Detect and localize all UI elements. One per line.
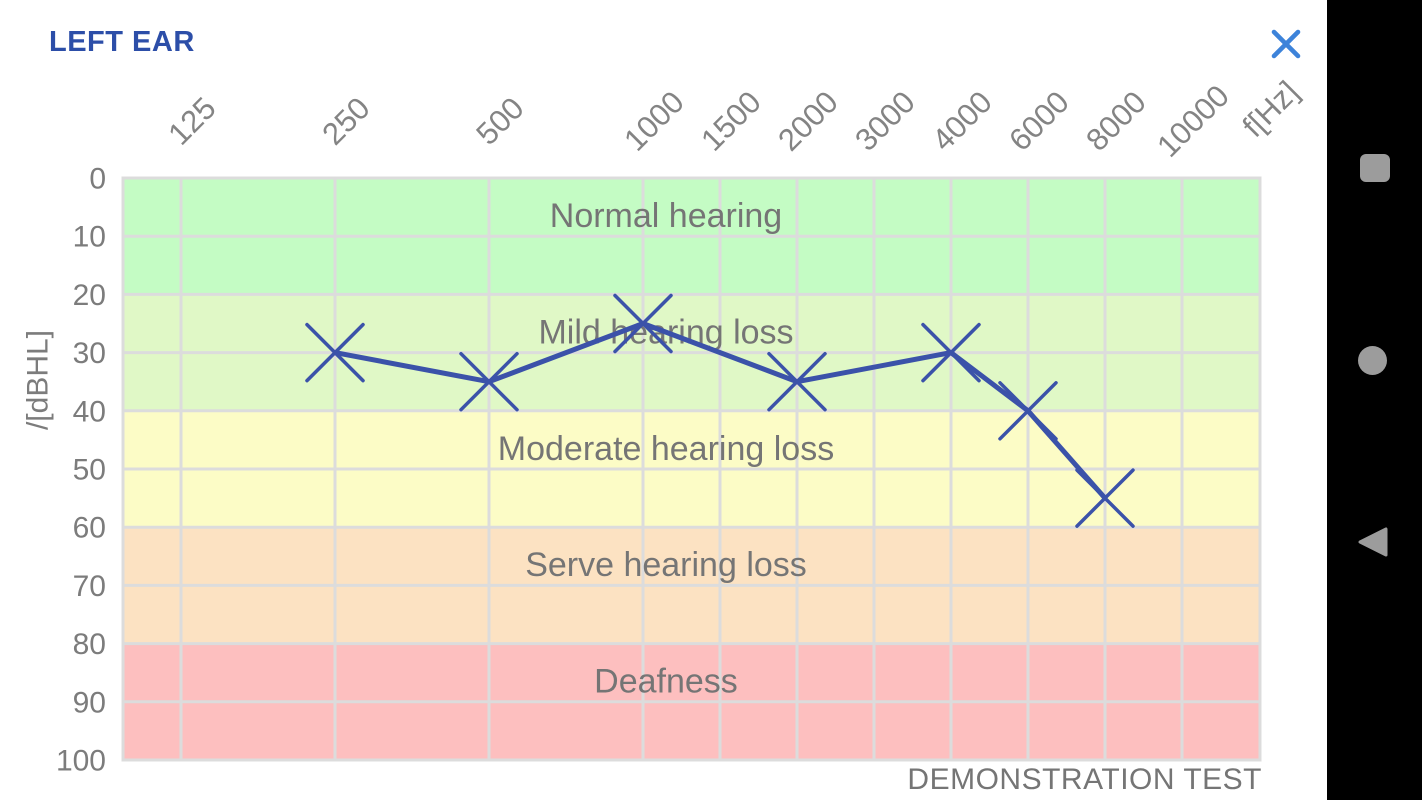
- y-tick-label: 70: [73, 570, 106, 603]
- data-point-x-marker: [613, 293, 673, 354]
- page-title: LEFT EAR: [49, 26, 195, 58]
- data-point-x-marker: [459, 351, 519, 412]
- data-point-x-marker: [998, 381, 1058, 441]
- band-label: Deafness: [594, 663, 738, 701]
- data-point-x-marker: [767, 351, 827, 412]
- data-point-x-marker: [921, 322, 981, 383]
- close-icon: [1271, 29, 1301, 59]
- demonstration-watermark: DEMONSTRATION TEST: [907, 763, 1262, 796]
- x-tick-label: 6000: [1002, 84, 1076, 158]
- y-axis-title: /[dBHL]: [22, 330, 55, 430]
- android-navbar: [1327, 0, 1422, 800]
- x-tick-label: 4000: [925, 84, 999, 158]
- band-label: Normal hearing: [550, 197, 782, 235]
- y-tick-label: 10: [73, 221, 106, 254]
- x-tick-label: 1000: [617, 84, 691, 158]
- y-tick-label: 50: [73, 454, 106, 487]
- y-tick-label: 100: [56, 745, 106, 778]
- x-tick-label: 250: [315, 90, 376, 151]
- x-tick-label: 3000: [848, 84, 922, 158]
- band-label: Moderate hearing loss: [498, 430, 834, 468]
- x-axis-title: f[Hz]: [1236, 74, 1306, 144]
- home-button[interactable]: [1358, 346, 1387, 375]
- plot-border: [121, 176, 1262, 762]
- data-point-x-marker: [1075, 468, 1135, 528]
- band-label: Serve hearing loss: [525, 546, 807, 584]
- recents-button[interactable]: [1360, 154, 1390, 182]
- back-button[interactable]: [1357, 527, 1388, 557]
- x-tick-label: 1500: [694, 84, 768, 158]
- y-tick-label: 0: [89, 163, 106, 196]
- x-tick-label: 8000: [1079, 84, 1153, 158]
- y-tick-label: 60: [73, 512, 106, 545]
- y-tick-label: 90: [73, 686, 106, 719]
- close-button[interactable]: [1263, 21, 1309, 67]
- y-tick-label: 20: [73, 279, 106, 312]
- x-tick-label: 500: [469, 90, 530, 151]
- y-tick-label: 30: [73, 337, 106, 370]
- x-tick-label: 2000: [771, 84, 845, 158]
- data-point-x-marker: [305, 322, 365, 383]
- x-tick-label: 125: [161, 90, 222, 151]
- y-tick-label: 40: [73, 395, 106, 428]
- y-tick-label: 80: [73, 628, 106, 661]
- x-tick-label: 10000: [1150, 78, 1236, 164]
